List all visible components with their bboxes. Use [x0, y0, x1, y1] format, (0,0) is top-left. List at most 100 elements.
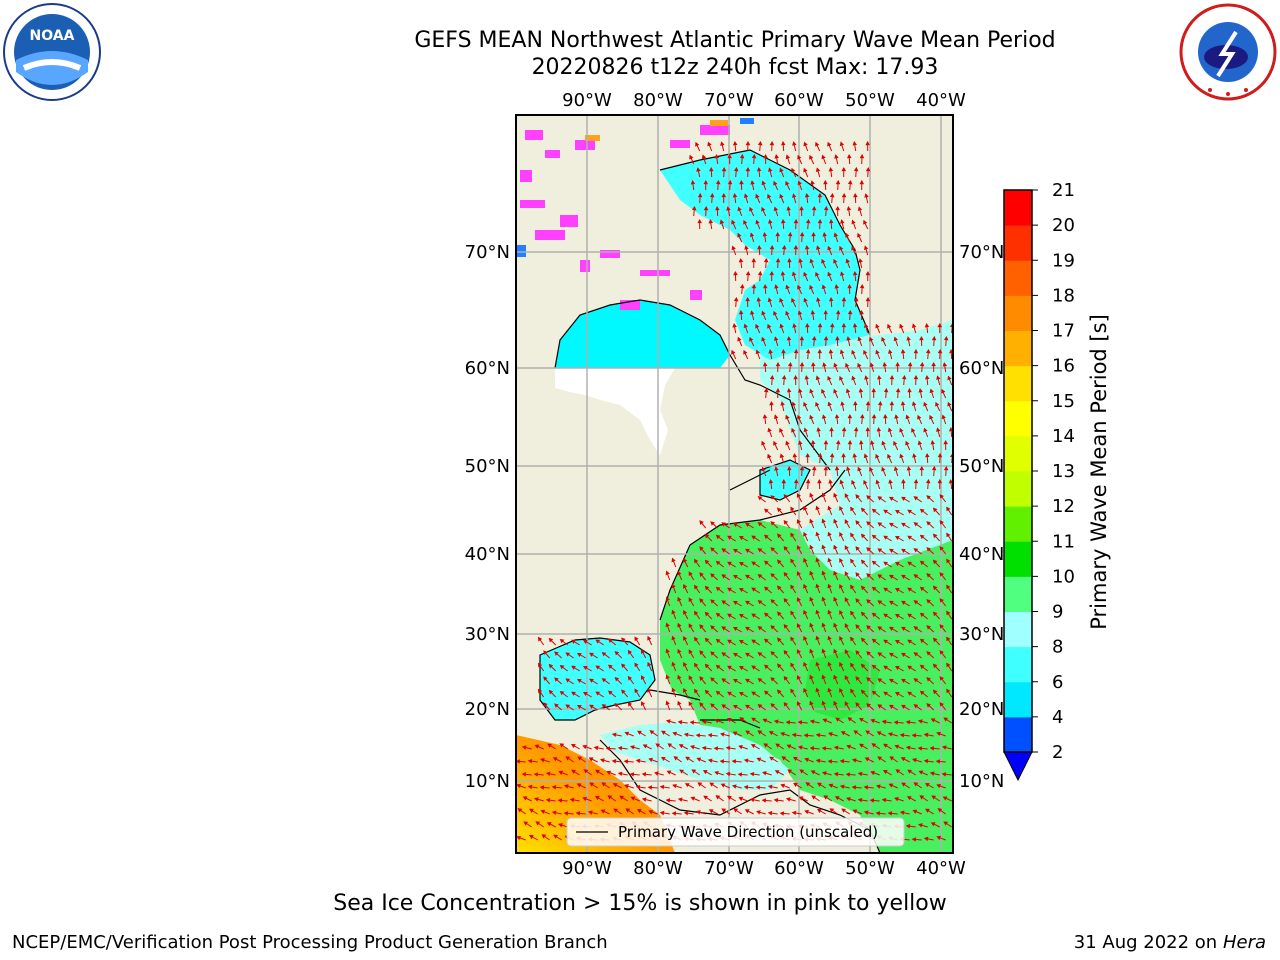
wave-arrow-head — [839, 531, 844, 537]
wave-arrow-head — [762, 283, 768, 289]
wave-arrow-head — [866, 573, 871, 578]
wave-arrow-head — [792, 193, 797, 198]
wave-arrow-head — [755, 785, 761, 790]
wave-arrow-head — [783, 597, 789, 603]
wave-arrow-head — [704, 533, 710, 539]
wave-arrow-head — [877, 626, 883, 631]
wave-arrow-head — [790, 688, 795, 694]
wave-arrow-head — [803, 531, 808, 537]
wave-arrow-head — [619, 795, 624, 800]
wave-arrow-head — [671, 687, 676, 693]
wave-arrow-head — [925, 478, 931, 484]
wave-arrow-head — [883, 561, 888, 566]
wave-arrow-head — [810, 439, 816, 445]
wave-arrow-head — [635, 758, 641, 764]
wave-arrow-head — [559, 638, 565, 644]
wave-arrow-head — [783, 571, 789, 577]
wave-arrow-head — [677, 570, 682, 576]
colorbar-tick-label: 20 — [1052, 215, 1075, 236]
wave-arrow-head — [665, 570, 670, 576]
wave-arrow-head — [659, 810, 665, 816]
wave-arrow-head — [575, 811, 581, 816]
wave-arrow-head — [815, 635, 820, 641]
wave-arrow-head — [739, 717, 745, 722]
wave-arrow-head — [739, 179, 744, 185]
wave-arrow-head — [845, 772, 851, 777]
wave-arrow-head — [523, 821, 529, 826]
wave-arrow-head — [683, 810, 689, 816]
wave-arrow-head — [887, 453, 892, 459]
wave-arrow-head — [846, 336, 851, 341]
wave-arrow-head — [527, 784, 533, 790]
wave-arrow-head — [877, 704, 883, 709]
wave-arrow-head — [870, 718, 875, 724]
wave-arrow-head — [738, 796, 744, 802]
wave-arrow-head — [727, 535, 732, 540]
wave-arrow-head — [768, 731, 774, 736]
wave-arrow-head — [828, 783, 834, 788]
wave-arrow-head — [621, 663, 626, 669]
wave-arrow-head — [576, 678, 582, 683]
wave-arrow-head — [738, 744, 743, 750]
wave-arrow-head — [907, 665, 912, 670]
wave-arrow-head — [715, 534, 721, 540]
wave-arrow-head — [829, 218, 834, 224]
wave-arrow-head — [942, 362, 948, 367]
wave-arrow-head — [621, 637, 626, 643]
wave-arrow-head — [833, 232, 839, 238]
wave-arrow-head — [919, 335, 924, 341]
wave-arrow-head — [932, 533, 938, 539]
wave-arrow-head — [866, 651, 871, 656]
wave-arrow-head — [732, 679, 738, 683]
wave-arrow-head — [888, 574, 894, 579]
wave-arrow-head — [727, 665, 732, 670]
wave-arrow-head — [931, 465, 937, 471]
wave-arrow-head — [926, 547, 931, 552]
wave-arrow-head — [883, 387, 889, 393]
wave-arrow-head — [732, 193, 738, 198]
wave-arrow-head — [805, 218, 811, 224]
wave-arrow-head — [781, 478, 787, 484]
wave-arrow-head — [763, 387, 769, 393]
wave-arrow-head — [829, 322, 835, 328]
wave-arrow-head — [823, 309, 828, 315]
wave-arrow-head — [565, 756, 571, 761]
wave-arrow-head — [635, 784, 641, 790]
wave-arrow-head — [743, 758, 749, 763]
wave-arrow-head — [737, 336, 742, 342]
wave-arrow-head — [704, 637, 710, 643]
lon-label-top: 70°W — [704, 90, 754, 111]
wave-arrow-head — [809, 648, 814, 654]
wave-arrow-head — [823, 335, 829, 341]
wave-arrow-head — [738, 535, 744, 541]
wave-arrow-head — [756, 166, 762, 172]
wave-arrow-head — [866, 625, 871, 630]
wave-arrow-head — [844, 519, 849, 524]
wave-arrow-head — [877, 496, 883, 501]
wave-arrow-head — [809, 492, 814, 498]
wave-arrow-head — [634, 662, 639, 668]
wave-arrow-head — [911, 427, 916, 433]
wave-arrow-head — [732, 653, 738, 657]
wave-arrow-head — [710, 625, 715, 630]
wave-arrow-head — [671, 811, 677, 816]
wave-arrow-head — [919, 638, 925, 644]
wave-arrow-head — [793, 374, 798, 380]
wave-arrow-head — [817, 478, 822, 484]
wave-arrow-head — [780, 731, 785, 737]
wave-arrow-head — [696, 167, 701, 172]
wave-arrow-head — [601, 678, 607, 683]
wave-arrow-head — [690, 745, 695, 750]
wave-arrow-head — [677, 622, 682, 628]
wave-arrow-head — [919, 795, 925, 800]
wave-arrow-head — [864, 375, 869, 380]
wave-arrow-head — [732, 627, 738, 631]
wave-arrow-head — [834, 465, 840, 471]
wave-arrow-head — [553, 834, 558, 839]
wave-arrow-head — [783, 675, 789, 681]
wave-arrow-head — [769, 140, 775, 146]
wave-arrow-head — [790, 584, 795, 590]
wave-arrow-head — [815, 167, 821, 173]
lat-label-right: 40°N — [959, 544, 1004, 565]
wave-arrow-head — [779, 167, 784, 173]
